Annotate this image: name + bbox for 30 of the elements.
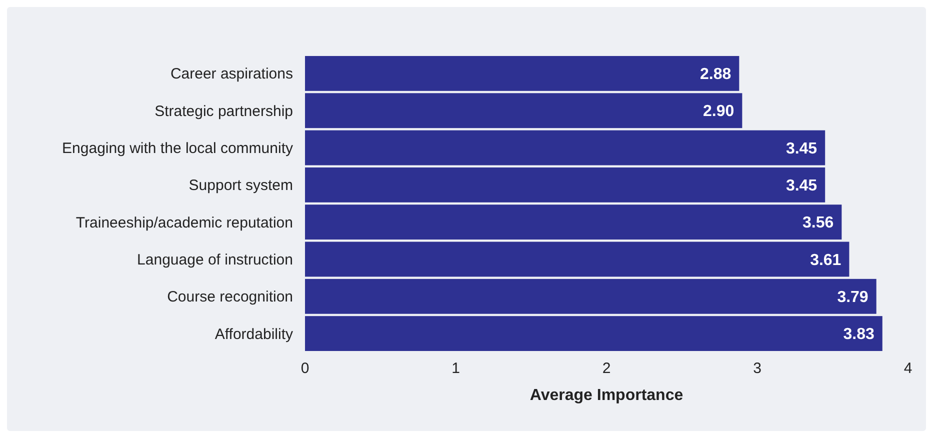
x-tick-label: 4 bbox=[904, 360, 912, 377]
y-tick-label: Affordability bbox=[214, 326, 294, 343]
data-label: 3.45 bbox=[786, 178, 818, 195]
y-tick-label: Support system bbox=[188, 177, 293, 194]
bar bbox=[305, 130, 826, 166]
y-tick-label: Course recognition bbox=[167, 288, 293, 306]
bar bbox=[305, 93, 742, 128]
bar bbox=[305, 316, 882, 351]
y-tick-label: Strategic partnership bbox=[154, 102, 293, 120]
data-label: 3.56 bbox=[802, 214, 834, 232]
bar bbox=[305, 167, 826, 202]
data-label: 3.61 bbox=[810, 252, 842, 269]
data-label: 3.79 bbox=[837, 288, 868, 306]
y-tick-label: Engaging with the local community bbox=[62, 140, 294, 158]
y-tick-label: Career aspirations bbox=[170, 66, 293, 83]
x-tick-label: 3 bbox=[753, 360, 762, 377]
bar bbox=[305, 56, 740, 91]
data-label: 2.88 bbox=[700, 66, 732, 84]
y-tick-label: Traineeship/academic reputation bbox=[76, 214, 293, 232]
bar bbox=[305, 278, 876, 314]
x-tick-label: 1 bbox=[452, 360, 460, 377]
data-label: 2.90 bbox=[703, 103, 734, 120]
data-label: 3.83 bbox=[843, 326, 874, 344]
bar bbox=[305, 242, 850, 277]
bar bbox=[305, 204, 842, 240]
x-tick-label: 2 bbox=[602, 360, 611, 377]
y-tick-label: Language of instruction bbox=[137, 251, 293, 268]
x-tick-label: 0 bbox=[300, 360, 310, 377]
data-label: 3.45 bbox=[786, 140, 818, 158]
x-axis-title: Average Importance bbox=[530, 387, 684, 404]
